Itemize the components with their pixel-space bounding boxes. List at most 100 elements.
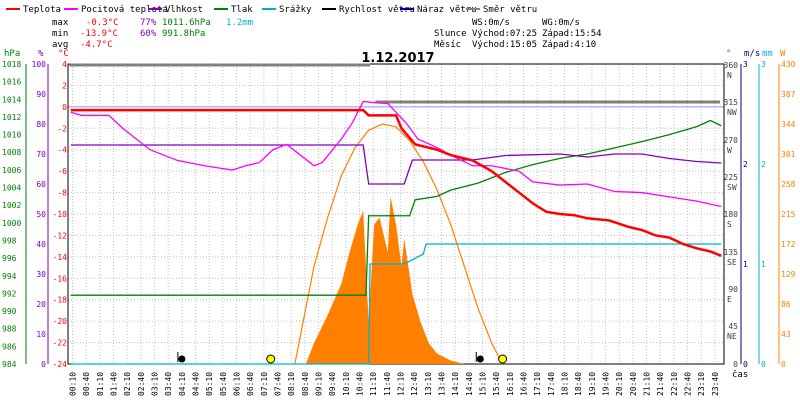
wind-dir-point [673,100,677,104]
wind-dir-point [695,100,699,104]
wind-dir-point [271,63,275,67]
wind-dir-point [399,100,403,104]
wind-dir-point [91,63,95,67]
wind-dir-point [427,100,431,104]
wind-dir-point [99,63,103,67]
wind-dir-point [375,100,379,104]
wind-dir-point [670,100,674,104]
wind-dir-point [96,63,100,67]
wind-dir-point [451,100,455,104]
wind-dir-point [591,100,595,104]
moonset-marker [178,355,186,363]
stats-min-hum: 60% [140,29,157,39]
wind-dir-point [186,63,190,67]
wind-dir-point [640,100,644,104]
wind-dir-point [181,63,185,67]
wind-dir-point [148,63,152,67]
stats-min-label: min [52,29,68,39]
wind-dir-point [476,100,480,104]
wind-dir-point [214,63,218,67]
wind-dir-point [615,100,619,104]
humidity-tick: 70 [36,150,46,159]
wind-dir-point [203,63,207,67]
wind-dir-point [339,63,343,67]
pressure-tick: 1002 [2,201,21,210]
solar-tick: 43 [781,330,791,339]
time-tick: 14:40 [465,372,474,396]
wind-dir-point [555,100,559,104]
wind-dir-point [692,100,696,104]
wind-dir-point [194,63,198,67]
moonset-time: Západ:4:10 [542,40,596,50]
wind-dir-point [276,63,280,67]
wind-dir-point [594,100,598,104]
wind-dir-point [123,63,127,67]
wind-dir-point [656,100,660,104]
wind-dir-point [602,100,606,104]
wind-dir-point [703,100,707,104]
wind-dir-point [626,100,630,104]
wind-dir-point [192,63,196,67]
stats-max-press: 1011.6hPa [162,18,211,28]
temperature-tick: -16 [53,274,68,283]
wind-dir-point [577,100,581,104]
wind-dir-point [410,100,414,104]
wind-dir-point [298,63,302,67]
pressure-tick: 1000 [2,219,21,228]
wind-dir-point [700,100,704,104]
wind-dir-point [583,100,587,104]
temperature-tick: 2 [62,81,67,90]
clear-sky-solar-line [294,123,504,365]
time-tick: 08:10 [287,372,296,396]
sunrise-marker [266,354,276,364]
time-tick: 04:10 [178,372,187,396]
wind-dir-point [285,63,289,67]
wind-dir-point [241,63,245,67]
wind-dir-point [490,100,494,104]
wind-dir-point [378,100,382,104]
time-tick: 07:40 [274,372,283,396]
time-tick: 01:10 [96,372,105,396]
wind-dir-point [266,63,270,67]
wind-dir-point [613,100,617,104]
wind-dir-point [145,63,149,67]
pressure-tick: 992 [2,289,17,298]
time-tick: 20:40 [629,372,638,396]
wind-dir-point [558,100,562,104]
wind-dir-point [307,63,311,67]
time-tick: 10:10 [342,372,351,396]
time-tick: 23:40 [711,372,720,396]
wind-dir-point [252,63,256,67]
time-tick: 02:10 [123,372,132,396]
sun-moon-block: WS:0m/s WG:0m/s Slunce Východ:07:25 Zápa… [434,18,602,50]
pressure-tick: 994 [2,272,17,281]
wind-dir-point [102,63,106,67]
wind-dir-point [235,63,239,67]
time-tick: 00:10 [69,372,78,396]
wind-dir-point [711,100,715,104]
wind-dir-point [686,100,690,104]
wind-dir-point [397,100,401,104]
series-line-rain_mm [70,243,722,365]
time-tick: 18:10 [561,372,570,396]
wind-dir-compass: W [727,146,732,155]
wind-dir-point [607,100,611,104]
time-tick: 07:10 [260,372,269,396]
wind-dir-point [246,63,250,67]
wind-dir-point [175,63,179,67]
rain-tick: 2 [761,160,766,169]
time-tick: 15:40 [492,372,501,396]
wind-dir-point [197,63,201,67]
wind-dir-point [561,100,565,104]
time-tick: 10:40 [356,372,365,396]
series-line-humidity_pct [70,144,722,185]
wind-dir-point [164,63,168,67]
wind-dir-point [205,63,209,67]
wind-dir-point [219,63,223,67]
pressure-tick: 1006 [2,166,21,175]
wind-dir-point [389,100,393,104]
wind-dir-point [328,63,332,67]
wind-dir-point [454,100,458,104]
